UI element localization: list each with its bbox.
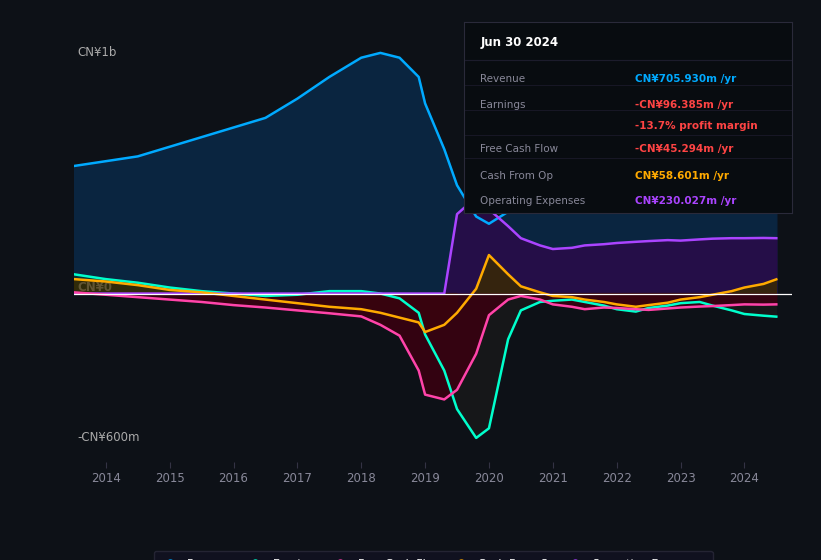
Text: -CN¥96.385m /yr: -CN¥96.385m /yr: [635, 100, 733, 110]
Text: CN¥58.601m /yr: CN¥58.601m /yr: [635, 171, 728, 181]
Text: -CN¥45.294m /yr: -CN¥45.294m /yr: [635, 144, 733, 154]
Text: -13.7% profit margin: -13.7% profit margin: [635, 122, 757, 132]
Text: -CN¥600m: -CN¥600m: [77, 431, 140, 445]
Text: Cash From Op: Cash From Op: [480, 171, 553, 181]
Text: Revenue: Revenue: [480, 74, 525, 84]
Text: Earnings: Earnings: [480, 100, 525, 110]
Text: Operating Expenses: Operating Expenses: [480, 195, 585, 206]
Text: CN¥0: CN¥0: [77, 281, 112, 293]
Text: CN¥230.027m /yr: CN¥230.027m /yr: [635, 195, 736, 206]
Legend: Revenue, Earnings, Free Cash Flow, Cash From Op, Operating Expenses: Revenue, Earnings, Free Cash Flow, Cash …: [154, 551, 713, 560]
Text: CN¥705.930m /yr: CN¥705.930m /yr: [635, 74, 736, 84]
Text: Free Cash Flow: Free Cash Flow: [480, 144, 558, 154]
Text: CN¥1b: CN¥1b: [77, 46, 117, 59]
Text: Jun 30 2024: Jun 30 2024: [480, 36, 558, 49]
